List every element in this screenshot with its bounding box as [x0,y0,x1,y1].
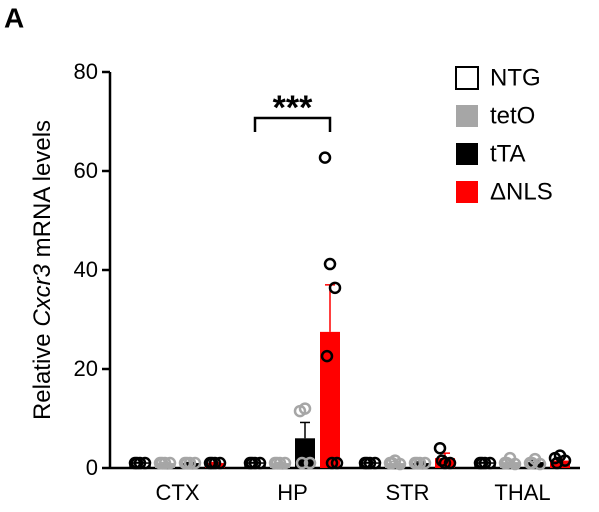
data-point [180,456,194,470]
data-point [385,456,399,470]
y-tick-label: 0 [86,455,98,480]
data-point [163,456,177,470]
significance-bracket [253,116,332,132]
y-tick-label: 60 [74,158,98,183]
y-tick-label: 40 [74,257,98,282]
x-tick-label: CTX [156,480,200,505]
data-point [418,456,432,470]
legend-label: NTG [490,64,541,91]
data-point [318,151,332,164]
data-point [155,456,169,470]
legend-label: tetO [490,102,535,129]
data-point [393,457,407,471]
data-point [295,456,309,470]
data-point [130,456,144,470]
y-tick-label: 80 [74,59,98,84]
x-tick-label: HP [277,480,308,505]
legend-swatch [456,143,478,165]
data-point [138,456,152,470]
x-tick-label: STR [386,480,430,505]
data-point [525,456,539,470]
data-point [320,349,334,363]
data-point [245,456,259,470]
data-point [278,456,292,470]
legend-swatch [456,181,478,203]
data-point [330,456,344,470]
annotation: *** [273,89,313,127]
legend-swatch [456,105,478,127]
data-point [360,456,374,470]
data-point [325,456,339,470]
data-point [435,454,449,467]
y-label-part: Cxcr3 [29,263,56,326]
data-point [188,456,202,470]
data-point [368,456,382,470]
data-point [303,456,317,470]
data-point [475,456,489,470]
data-point [500,456,514,470]
data-point [323,257,337,271]
data-point [205,456,219,470]
bar [295,438,315,468]
legend-label: tTA [490,140,526,167]
data-point [443,456,457,470]
data-point [328,281,342,295]
data-point [550,456,564,470]
data-point [483,456,497,470]
data-point [533,457,547,471]
data-point [270,456,284,470]
y-axis-label: Relative Cxcr3 mRNA levels [29,120,56,420]
y-label-part: Relative [29,327,56,420]
data-point [298,402,312,415]
panel-label: A [4,2,24,33]
y-tick-label: 20 [74,356,98,381]
data-point [253,456,267,470]
y-label-part: mRNA levels [29,120,56,264]
data-point [213,456,227,470]
data-point [508,457,522,471]
data-point [558,454,572,467]
data-point [433,441,447,455]
data-point [410,456,424,470]
x-tick-label: THAL [494,480,550,505]
bar [320,331,340,468]
legend-label: ΔNLS [490,178,553,205]
legend-swatch [455,66,479,90]
data-point [438,456,452,470]
